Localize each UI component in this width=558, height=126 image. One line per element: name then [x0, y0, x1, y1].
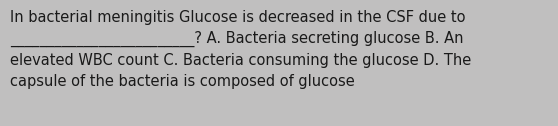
Text: In bacterial meningitis Glucose is decreased in the CSF due to
_________________: In bacterial meningitis Glucose is decre…	[10, 10, 472, 89]
